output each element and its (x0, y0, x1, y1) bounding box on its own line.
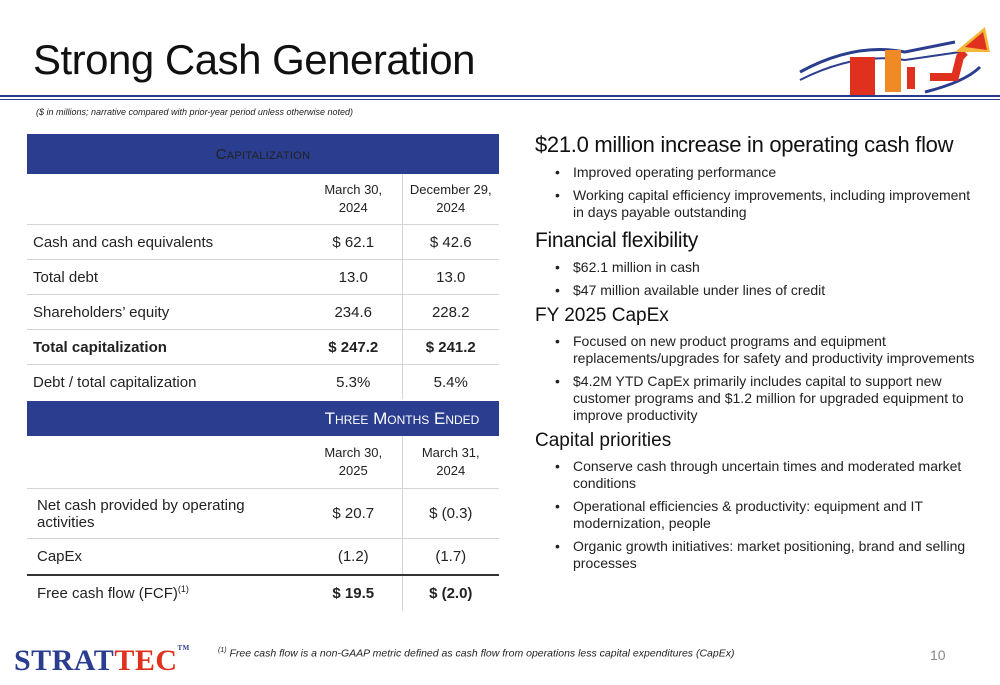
col-header-december-2024: December 29, 2024 (401, 174, 499, 225)
page-number: 10 (930, 647, 946, 663)
narrative-panel: $21.0 million increase in operating cash… (535, 132, 980, 578)
table-row-total: Total capitalization $ 247.2 $ 241.2 (27, 329, 499, 365)
header-rule-thin (0, 99, 1000, 100)
table-row: Shareholders’ equity 234.6 228.2 (27, 294, 499, 330)
capitalization-header: Capitalization (27, 134, 499, 174)
col-header-march-2024: March 30, 2024 (324, 182, 383, 215)
units-note: ($ in millions; narrative compared with … (36, 107, 353, 117)
cash-flow-table: Three Months Ended March 30, 2025 March 3… (27, 401, 499, 611)
list-item: Improved operating performance (535, 164, 980, 181)
company-logo: STRATTECTM (14, 644, 190, 677)
list-item: Conserve cash through uncertain times an… (535, 458, 980, 492)
section-heading: $21.0 million increase in operating cash… (535, 132, 954, 157)
list-item: $62.1 million in cash (535, 259, 980, 276)
section-heading: FY 2025 CapEx (535, 305, 669, 326)
list-item: Operational efficiencies & productivity:… (535, 498, 980, 532)
footnote: (1) Free cash flow is a non-GAAP metric … (218, 647, 735, 660)
table-row: CapEx (1.2) (1.7) (27, 538, 499, 575)
bullet-list: Improved operating performance Working c… (535, 164, 980, 221)
table-row: Total debt 13.0 13.0 (27, 259, 499, 295)
section-heading: Financial flexibility (535, 229, 698, 252)
list-item: Working capital efficiency improvements,… (535, 187, 980, 221)
list-item: Organic growth initiatives: market posit… (535, 538, 980, 572)
header-rule (0, 95, 1000, 97)
section-heading: Capital priorities (535, 430, 672, 451)
table-row: Cash and cash equivalents $ 62.1 $ 42.6 (27, 224, 499, 260)
list-item: $47 million available under lines of cre… (535, 282, 980, 299)
col-header-march-2024: March 31, 2024 (401, 436, 499, 489)
vehicle-graphic-icon (799, 27, 990, 97)
three-months-header: Three Months Ended (305, 401, 499, 436)
capitalization-table: Capitalization March 30, 2024 December 29… (27, 134, 499, 399)
list-item: Focused on new product programs and equi… (535, 333, 980, 367)
col-header-march-2025: March 30, 2025 (324, 445, 383, 478)
bullet-list: Conserve cash through uncertain times an… (535, 458, 980, 572)
table-row: Net cash provided by operating activitie… (27, 488, 499, 539)
list-item: $4.2M YTD CapEx primarily includes capit… (535, 373, 980, 424)
bullet-list: Focused on new product programs and equi… (535, 333, 980, 424)
table-row: Debt / total capitalization 5.3% 5.4% (27, 364, 499, 399)
table-row-total: Free cash flow (FCF)(1) $ 19.5 $ (2.0) (27, 573, 499, 611)
page-title: Strong Cash Generation (33, 36, 475, 83)
bullet-list: $62.1 million in cash $47 million availa… (535, 259, 980, 299)
